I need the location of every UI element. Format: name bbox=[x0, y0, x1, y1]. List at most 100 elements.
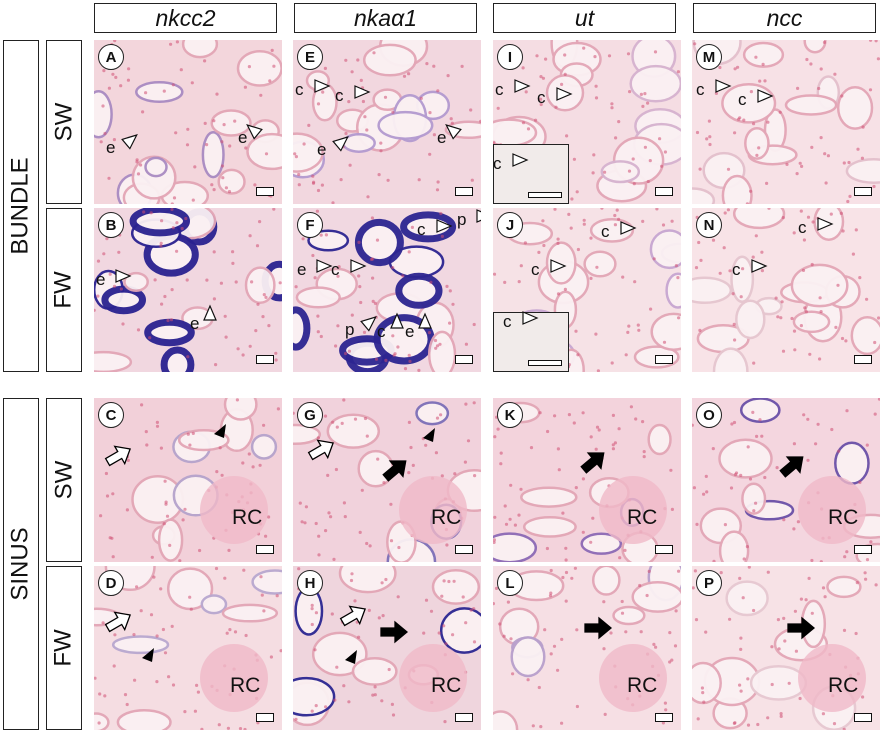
panel-letter: O bbox=[696, 402, 722, 428]
panel-letter: A bbox=[98, 44, 124, 70]
scale-bar bbox=[256, 713, 274, 722]
cell-type-label: c bbox=[331, 260, 340, 279]
arrowhead-marker bbox=[314, 79, 331, 93]
arrowhead-marker bbox=[817, 217, 834, 231]
cell-type-label: c bbox=[377, 322, 386, 341]
condition-label-bundle-sw: SW bbox=[46, 40, 82, 204]
tissue-image bbox=[493, 566, 681, 730]
region-label-rc: RC bbox=[431, 674, 462, 697]
arrowhead-marker bbox=[115, 269, 132, 283]
micrograph-panel-d: RC D bbox=[94, 566, 282, 730]
arrowhead-marker bbox=[332, 136, 349, 152]
panel-letter: J bbox=[497, 212, 523, 238]
arrowhead-marker bbox=[512, 153, 529, 167]
region-label-rc: RC bbox=[431, 506, 462, 529]
arrowhead-filled bbox=[345, 650, 357, 664]
panel-letter: P bbox=[696, 570, 722, 596]
tissue-image bbox=[94, 208, 282, 372]
annotation-layer bbox=[512, 79, 573, 167]
cell-type-label: c bbox=[738, 90, 747, 109]
scale-bar bbox=[256, 187, 274, 196]
cell-type-label: e bbox=[106, 138, 116, 157]
arrowhead-marker bbox=[556, 87, 573, 101]
micrograph-panel-k: RC K bbox=[493, 398, 681, 562]
panel-letter: K bbox=[497, 402, 523, 428]
condition-text: SW bbox=[50, 102, 78, 142]
arrowhead-marker bbox=[316, 259, 333, 273]
cell-type-label: e bbox=[437, 128, 447, 147]
annotation-layer bbox=[787, 616, 816, 640]
annotation-layer bbox=[307, 428, 435, 482]
region-label-rc: RC bbox=[828, 506, 859, 529]
cell-type-label: c bbox=[335, 86, 344, 105]
annotation-layer bbox=[104, 611, 154, 662]
region-label-rc: RC bbox=[627, 674, 658, 697]
scale-bar bbox=[655, 187, 673, 196]
panel-letter: F bbox=[297, 212, 323, 238]
arrowhead-marker bbox=[522, 311, 539, 325]
arrowhead-filled bbox=[214, 424, 226, 438]
arrowhead-marker bbox=[514, 79, 531, 93]
open-arrow-marker bbox=[104, 611, 132, 633]
condition-text: SW bbox=[50, 460, 78, 500]
cell-type-label: c bbox=[417, 220, 426, 239]
micrograph-panel-l: RC L bbox=[493, 566, 681, 730]
tissue-image bbox=[293, 566, 481, 727]
arrowhead-filled bbox=[142, 648, 154, 662]
condition-text: FW bbox=[50, 271, 77, 309]
inset-image bbox=[493, 144, 569, 204]
scale-bar bbox=[854, 713, 872, 722]
column-header-nkaa1: nkaα1 bbox=[294, 3, 477, 33]
arrowhead-marker bbox=[246, 124, 263, 140]
panel-letter: D bbox=[98, 570, 124, 596]
filled-arrow-marker bbox=[382, 460, 407, 482]
cell-type-label: e bbox=[238, 128, 248, 147]
section-label-bundle-text: BUNDLE bbox=[7, 157, 35, 255]
annotation-layer bbox=[316, 209, 481, 332]
filled-arrow-marker bbox=[380, 620, 409, 644]
annotation-layer bbox=[339, 605, 409, 664]
annotation-layer bbox=[104, 424, 226, 467]
column-header-ut: ut bbox=[493, 3, 676, 33]
region-label-rc: RC bbox=[828, 674, 859, 697]
arrowhead-marker bbox=[476, 209, 481, 223]
scale-bar bbox=[455, 545, 473, 554]
arrowhead-marker bbox=[550, 259, 567, 273]
cell-type-label: c bbox=[537, 88, 546, 107]
scale-bar bbox=[455, 355, 473, 364]
region-label-rc: RC bbox=[232, 506, 263, 529]
arrowhead-marker bbox=[354, 85, 371, 99]
panel-letter: N bbox=[696, 212, 722, 238]
condition-label-sinus-fw: FW bbox=[46, 566, 82, 730]
arrowhead-marker bbox=[360, 316, 377, 332]
panel-letter: G bbox=[297, 402, 323, 428]
tissue-image bbox=[293, 40, 481, 204]
region-label-rc: RC bbox=[627, 506, 658, 529]
scale-bar bbox=[455, 187, 473, 196]
panel-letter: H bbox=[297, 570, 323, 596]
cell-type-label: e bbox=[297, 260, 307, 279]
arrowhead-marker bbox=[620, 221, 637, 235]
open-arrow-marker bbox=[104, 445, 132, 467]
micrograph-panel-a: e e A bbox=[94, 40, 282, 204]
annotation-layer bbox=[751, 217, 834, 273]
arrowhead-marker bbox=[203, 304, 217, 321]
condition-label-sinus-sw: SW bbox=[46, 398, 82, 562]
annotation-layer bbox=[314, 79, 462, 152]
annotation-layer bbox=[584, 616, 613, 640]
panel-letter: M bbox=[696, 44, 722, 70]
cell-type-label: p bbox=[457, 210, 467, 229]
inset-scale-bar bbox=[528, 192, 562, 198]
arrowhead-marker bbox=[121, 134, 138, 150]
annotation-layer bbox=[522, 221, 637, 325]
open-arrow-marker bbox=[339, 605, 367, 627]
tissue-image bbox=[293, 209, 476, 372]
micrograph-panel-j: c c c J bbox=[493, 208, 681, 372]
condition-text: FW bbox=[50, 629, 77, 667]
scale-bar bbox=[655, 355, 673, 364]
arrowhead-marker bbox=[757, 89, 774, 103]
micrograph-panel-p: RC P bbox=[692, 566, 880, 730]
